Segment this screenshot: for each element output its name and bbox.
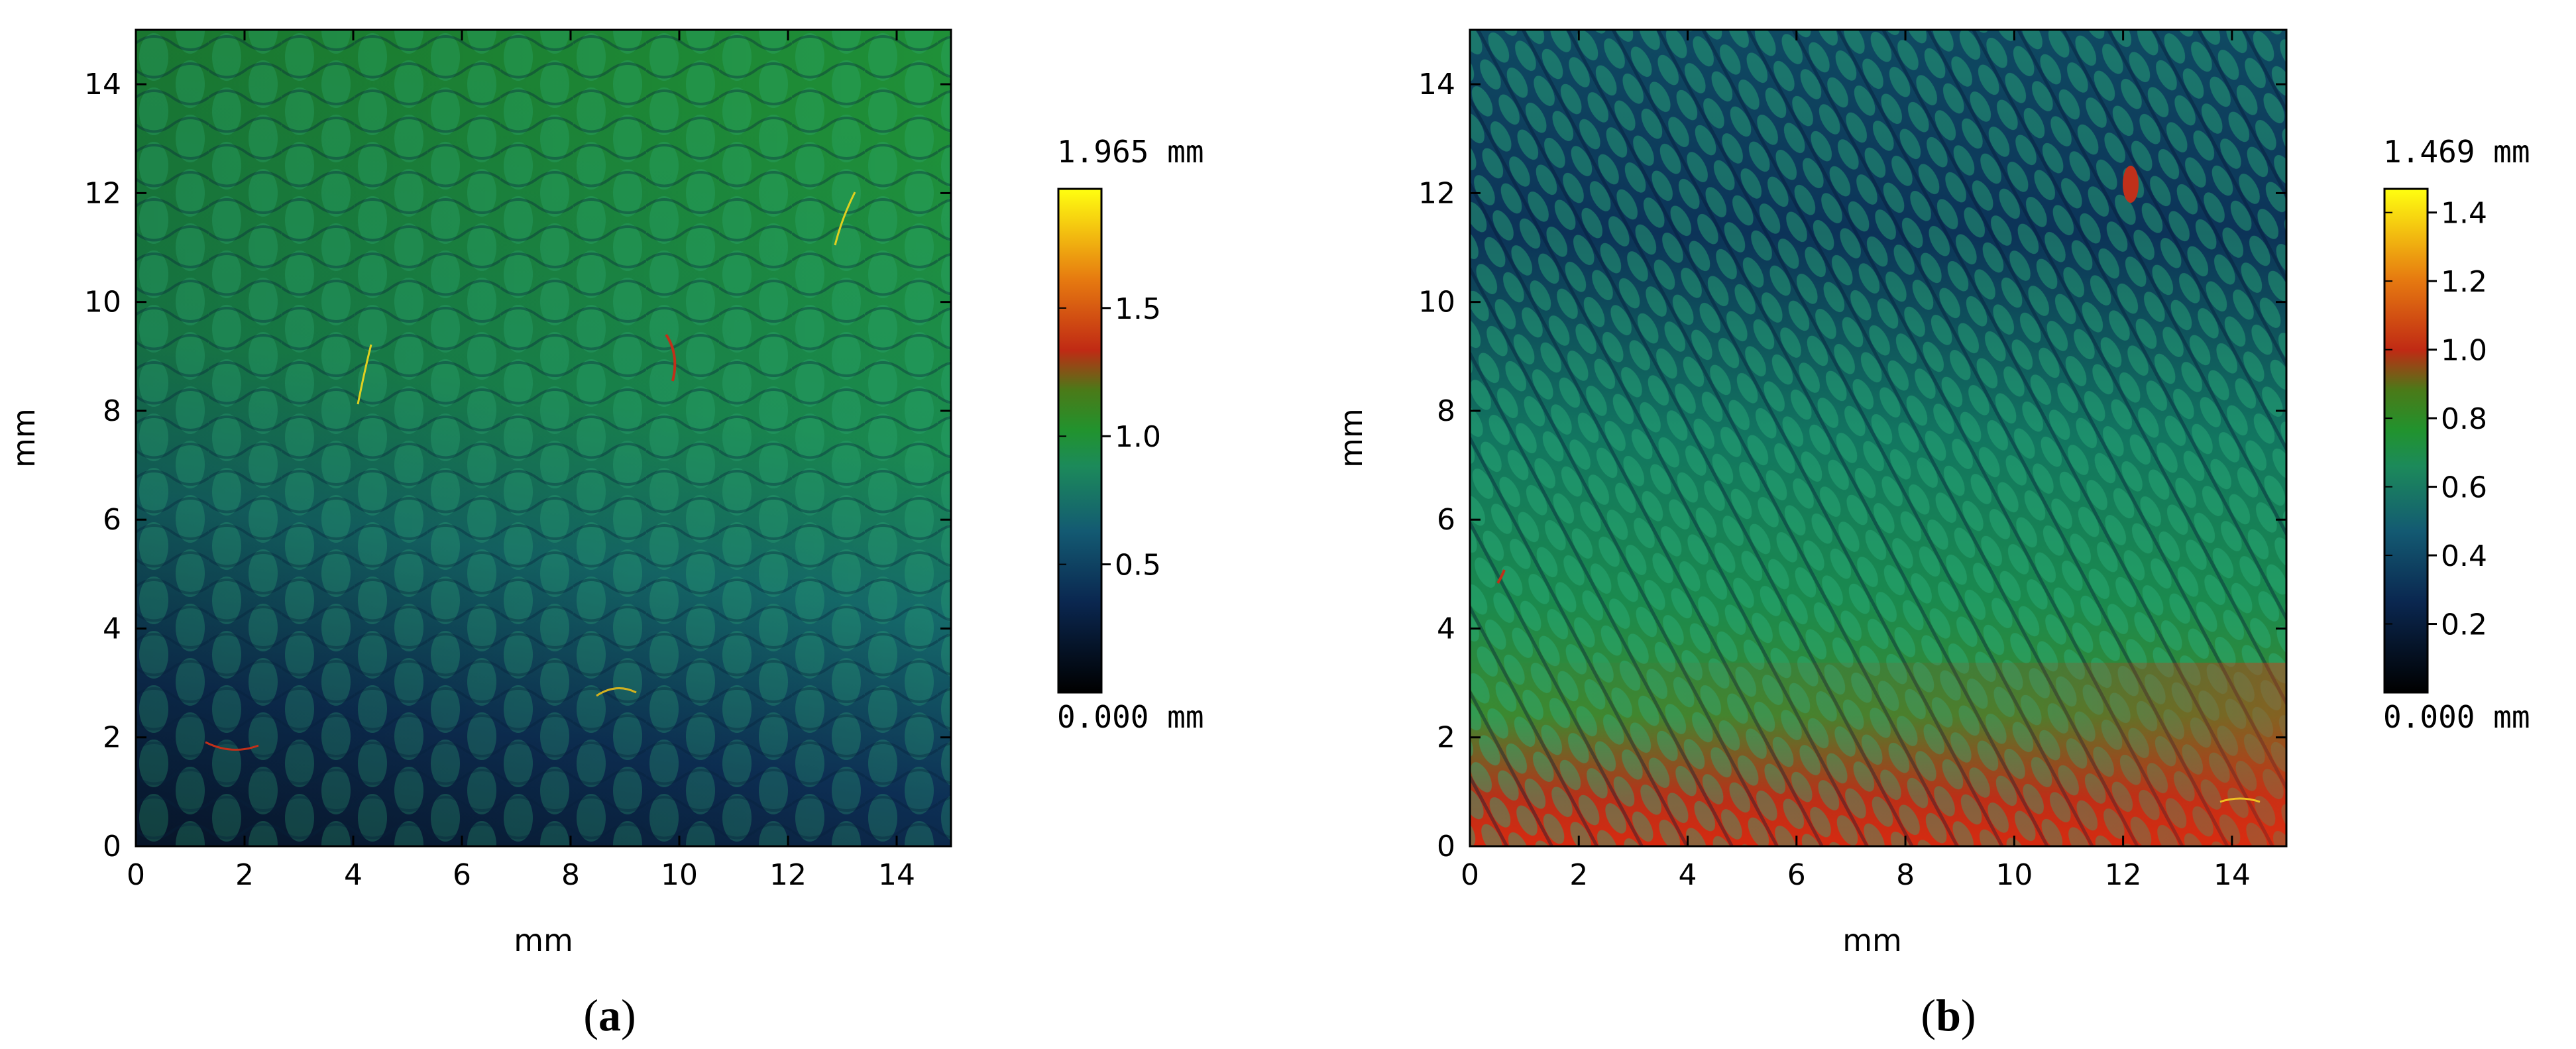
y-tick-label-a: 8 bbox=[103, 394, 121, 428]
x-tick-label-a: 6 bbox=[453, 858, 471, 892]
caption-letter-a: a bbox=[598, 990, 621, 1040]
y-tick-label-a: 10 bbox=[84, 286, 121, 319]
colorbar-max-label-b: 1.469 mm bbox=[2383, 134, 2530, 170]
y-tick-label-a: 12 bbox=[84, 176, 121, 210]
heatmap-image-a bbox=[136, 30, 951, 846]
caption-b: (b) bbox=[1921, 990, 1976, 1040]
panel-a: 0 2 4 6 8 10 12 14 0 2 4 6 8 10 12 14 mm mm 0.5 1.0 1.5 1… bbox=[6, 28, 1204, 1040]
x-tick-label-a: 10 bbox=[661, 858, 698, 892]
plot-frame-a bbox=[135, 28, 952, 848]
x-tick-label-b: 14 bbox=[2213, 858, 2251, 892]
colorbar-tick-label-b: 1.4 bbox=[2441, 197, 2487, 231]
y-tick-label-b: 4 bbox=[1437, 612, 1455, 645]
colorbar-tick-label-b: 0.4 bbox=[2441, 539, 2487, 573]
caption-letter-b: b bbox=[1936, 990, 1961, 1040]
x-tick-label-b: 6 bbox=[1787, 858, 1806, 892]
colorbar-max-label-a: 1.965 mm bbox=[1057, 134, 1204, 170]
colorbar-ticks-b: 0.2 0.4 0.6 0.8 1.0 1.2 1.4 bbox=[2384, 197, 2487, 642]
colorbar-tick-label-a: 1.0 bbox=[1115, 420, 1161, 454]
axes-a: 0 2 4 6 8 10 12 14 0 2 4 6 8 10 12 14 bbox=[84, 30, 951, 892]
x-tick-label-a: 0 bbox=[127, 858, 145, 892]
y-axis-label-b: mm bbox=[1333, 408, 1369, 468]
colorbar-b bbox=[2383, 188, 2429, 694]
y-tick-label-b: 10 bbox=[1418, 286, 1455, 319]
colorbar-a bbox=[1057, 188, 1103, 694]
x-tick-label-b: 8 bbox=[1896, 858, 1915, 892]
axes-b: 0 2 4 6 8 10 12 14 0 2 4 6 8 10 12 14 bbox=[1418, 30, 2286, 892]
x-axis-label-b: mm bbox=[1842, 922, 1902, 958]
y-tick-label-b: 8 bbox=[1437, 394, 1455, 428]
y-tick-label-a: 2 bbox=[103, 721, 121, 755]
x-tick-label-b: 2 bbox=[1569, 858, 1588, 892]
x-tick-label-a: 4 bbox=[344, 858, 363, 892]
plot-frame-b bbox=[1469, 28, 2288, 848]
x-axis-label-a: mm bbox=[514, 922, 573, 958]
colorbar-tick-label-b: 1.2 bbox=[2441, 265, 2487, 299]
x-tick-label-a: 12 bbox=[769, 858, 807, 892]
x-tick-label-b: 10 bbox=[1995, 858, 2033, 892]
y-tick-label-a: 4 bbox=[103, 612, 121, 645]
colorbar-tick-label-b: 0.6 bbox=[2441, 471, 2487, 505]
colorbar-min-label-a: 0.000 mm bbox=[1057, 699, 1204, 735]
x-tick-label-a: 2 bbox=[235, 858, 254, 892]
caption-a: (a) bbox=[583, 990, 636, 1040]
x-tick-label-b: 12 bbox=[2105, 858, 2142, 892]
colorbar-tick-label-a: 1.5 bbox=[1115, 292, 1161, 326]
colorbar-tick-label-b: 0.8 bbox=[2441, 402, 2487, 436]
y-tick-label-b: 2 bbox=[1437, 721, 1455, 755]
y-tick-label-b: 0 bbox=[1437, 830, 1455, 863]
x-tick-label-a: 8 bbox=[561, 858, 580, 892]
y-axis-label-a: mm bbox=[6, 408, 42, 468]
colorbar-min-label-b: 0.000 mm bbox=[2383, 699, 2530, 735]
colorbar-ticks-a: 0.5 1.0 1.5 bbox=[1058, 292, 1161, 582]
colorbar-tick-label-b: 1.0 bbox=[2441, 334, 2487, 368]
colorbar-tick-label-a: 0.5 bbox=[1115, 549, 1161, 582]
colorbar-tick-label-b: 0.2 bbox=[2441, 608, 2487, 642]
x-tick-label-b: 0 bbox=[1461, 858, 1479, 892]
y-tick-label-a: 6 bbox=[103, 503, 121, 537]
y-tick-label-a: 0 bbox=[103, 830, 121, 863]
x-tick-label-b: 4 bbox=[1679, 858, 1697, 892]
y-tick-label-b: 6 bbox=[1437, 503, 1455, 537]
y-tick-label-a: 14 bbox=[84, 68, 121, 101]
heatmap-image-b bbox=[1470, 30, 2286, 846]
y-tick-label-b: 14 bbox=[1418, 68, 1455, 101]
x-tick-label-a: 14 bbox=[878, 858, 915, 892]
y-tick-label-b: 12 bbox=[1418, 176, 1455, 210]
